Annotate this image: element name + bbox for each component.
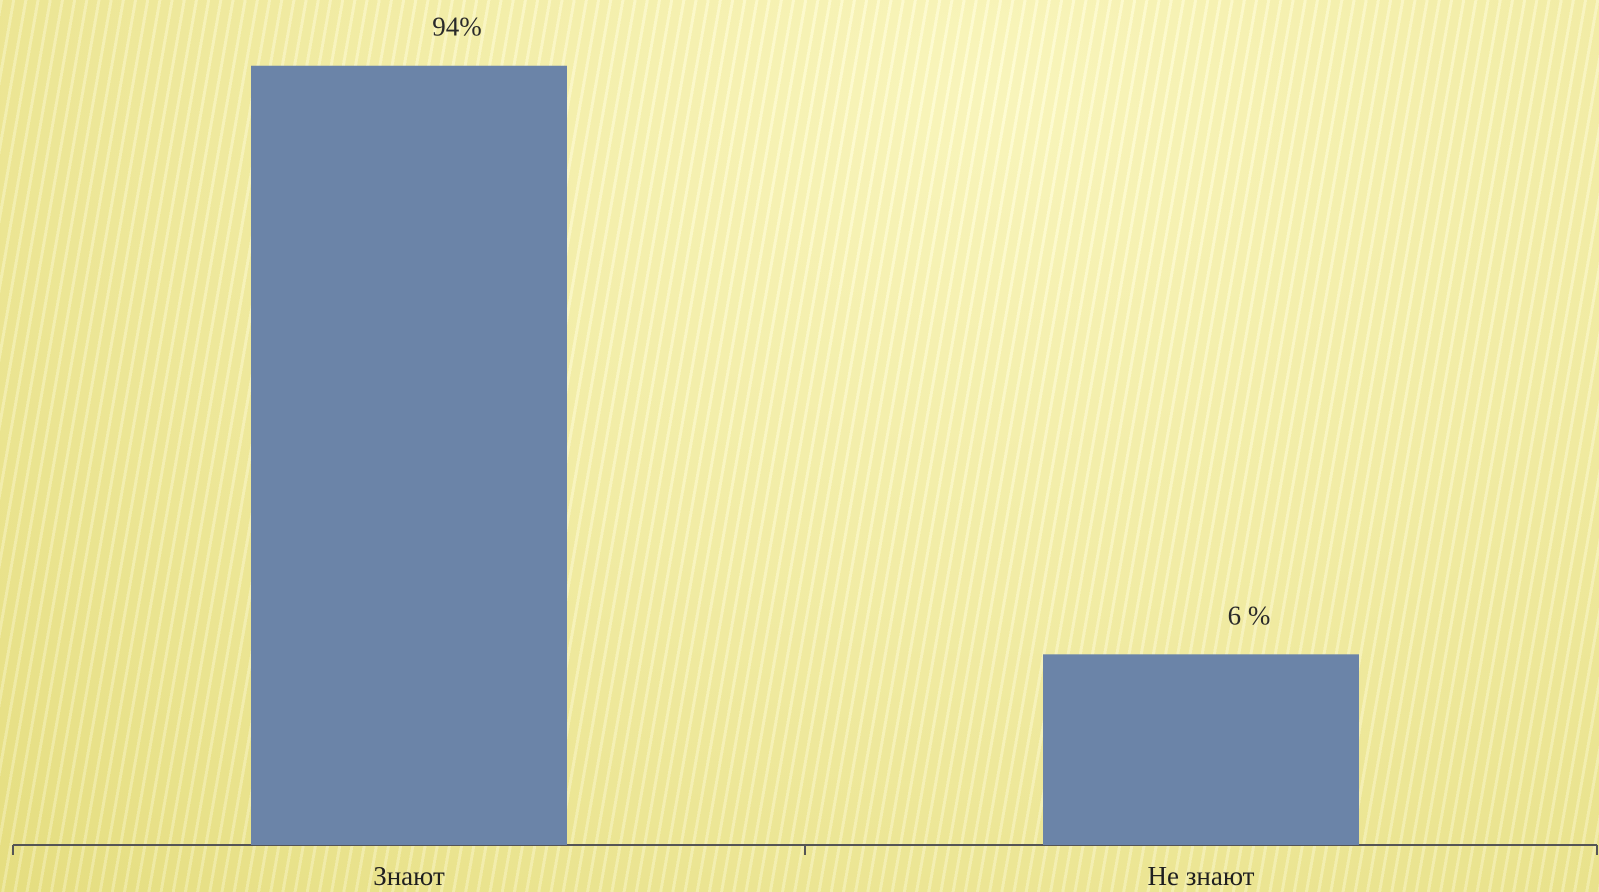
- data-label-2: 6 %: [1228, 600, 1271, 630]
- x-tick-label-2: Не знают: [1148, 861, 1255, 891]
- x-tick-label-1: Знают: [373, 861, 445, 891]
- bar-1: [251, 65, 567, 846]
- labels-group: 94% Знают 6 % Не знают: [373, 12, 1270, 891]
- bar-2: [1043, 654, 1359, 845]
- data-label-1: 94%: [432, 12, 482, 42]
- bars-group: [251, 65, 1359, 846]
